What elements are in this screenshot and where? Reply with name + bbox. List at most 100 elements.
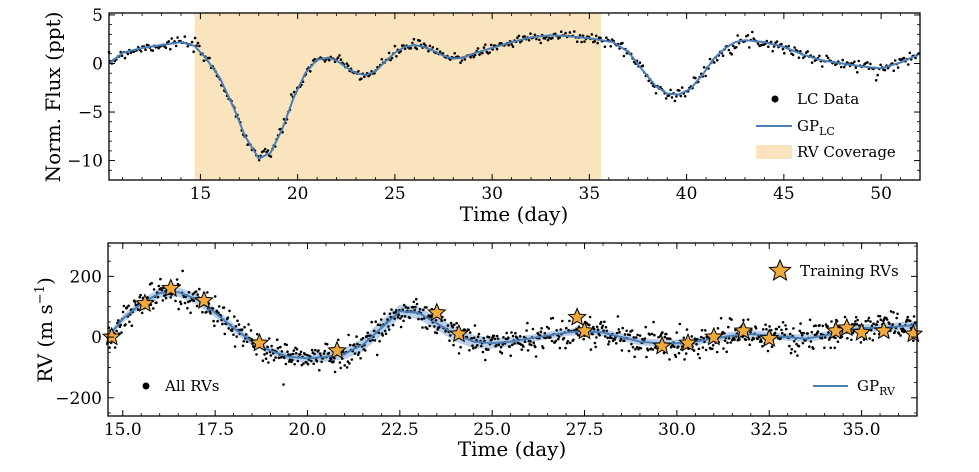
lc-data-point bbox=[478, 53, 481, 56]
rv-data-point bbox=[695, 343, 698, 346]
rv-data-point bbox=[284, 362, 288, 366]
rv-data-point bbox=[779, 337, 782, 340]
rv-data-point bbox=[372, 329, 376, 333]
rv-data-point bbox=[591, 332, 594, 336]
rv-data-point bbox=[339, 366, 343, 370]
rv-data-point bbox=[768, 325, 771, 328]
rv-data-point bbox=[329, 357, 333, 361]
rv-data-point bbox=[559, 328, 562, 331]
lc-data-point bbox=[866, 61, 869, 64]
rv-data-point bbox=[572, 338, 575, 342]
rv-data-point bbox=[496, 337, 500, 341]
rv-data-point bbox=[209, 312, 212, 315]
lc-data-point bbox=[664, 97, 668, 100]
rv-data-point bbox=[495, 334, 499, 338]
lc-data-point bbox=[908, 51, 912, 55]
rv-data-point bbox=[212, 319, 215, 323]
lc-x-tick-label: 25 bbox=[384, 184, 406, 204]
lc-data-point bbox=[583, 40, 586, 43]
rv-training-star bbox=[194, 290, 214, 309]
rv-data-point bbox=[761, 328, 765, 331]
lc-data-point bbox=[854, 66, 858, 69]
rv-data-point bbox=[387, 328, 391, 331]
rv-data-point bbox=[179, 300, 182, 304]
rv-data-point bbox=[352, 343, 356, 346]
rv-data-point bbox=[420, 317, 424, 321]
rv-data-point bbox=[269, 354, 273, 357]
lc-data-point bbox=[418, 39, 422, 42]
rv-data-point bbox=[427, 314, 431, 317]
rv-data-point bbox=[859, 341, 863, 344]
rv-data-point bbox=[451, 326, 455, 329]
rv-data-point bbox=[452, 343, 455, 347]
rv-data-point bbox=[117, 319, 120, 322]
lc-data-point bbox=[593, 40, 596, 43]
rv-data-point bbox=[606, 336, 609, 340]
rv-panel: 15.0 17.5 20.0 22.5 25.0 27.5 30.0 32.5 35.0 200… bbox=[33, 242, 924, 461]
rv-data-point bbox=[428, 324, 432, 328]
rv-data-point bbox=[276, 346, 280, 350]
rv-data-point bbox=[213, 295, 217, 298]
lc-data-point bbox=[721, 54, 725, 57]
rv-data-point bbox=[619, 337, 623, 341]
rv-data-point bbox=[374, 320, 378, 324]
rv-data-point bbox=[234, 325, 238, 328]
lc-data-point bbox=[360, 77, 363, 80]
rv-data-point bbox=[283, 356, 286, 360]
rv-training-star bbox=[678, 332, 698, 352]
rv-data-point bbox=[508, 345, 512, 348]
rv-data-point bbox=[323, 349, 327, 353]
rv-data-point bbox=[830, 320, 833, 323]
lc-data-point bbox=[476, 47, 480, 50]
rv-data-point bbox=[727, 325, 730, 329]
rv-data-point bbox=[266, 345, 269, 349]
rv-data-point bbox=[196, 293, 199, 296]
rv-data-point bbox=[913, 321, 917, 325]
rv-data-point bbox=[568, 341, 572, 345]
rv-data-point bbox=[622, 339, 626, 343]
rv-data-point bbox=[337, 338, 340, 342]
lc-data-point bbox=[680, 86, 684, 89]
rv-data-point bbox=[192, 299, 196, 303]
rv-data-point bbox=[851, 331, 855, 335]
rv-data-point bbox=[417, 317, 420, 321]
rv-data-point bbox=[510, 331, 513, 334]
rv-data-point bbox=[370, 320, 374, 324]
rv-data-point bbox=[345, 366, 349, 369]
lc-data-point bbox=[675, 95, 678, 98]
rv-data-point bbox=[872, 322, 875, 326]
rv-data-point bbox=[127, 304, 130, 308]
rv-data-point bbox=[749, 331, 752, 334]
rv-data-point bbox=[113, 346, 117, 349]
lc-data-point bbox=[771, 49, 774, 53]
rv-data-point bbox=[742, 318, 745, 322]
lc-data-point bbox=[202, 59, 206, 62]
rv-data-point bbox=[280, 350, 284, 353]
lc-data-point bbox=[422, 42, 426, 45]
rv-data-point bbox=[557, 335, 561, 338]
lc-data-point bbox=[539, 41, 543, 45]
lc-panel: 15 20 25 30 35 40 45 50 50−5−10 Time (day) Norm… bbox=[41, 6, 921, 226]
rv-data-point bbox=[864, 319, 867, 323]
rv-data-point bbox=[406, 306, 410, 310]
rv-data-point bbox=[160, 288, 164, 292]
rv-data-point bbox=[526, 321, 529, 325]
rv-data-point bbox=[155, 301, 158, 304]
lc-y-ticks: 5 0 −5 −10 bbox=[67, 6, 920, 172]
rv-data-point bbox=[448, 339, 451, 342]
rv-data-point bbox=[833, 346, 836, 350]
rv-data-point bbox=[711, 347, 714, 351]
rv-data-point bbox=[282, 383, 285, 386]
lc-data-point bbox=[192, 50, 195, 53]
rv-data-point bbox=[701, 346, 705, 349]
rv-legend-data-marker bbox=[142, 382, 150, 390]
rv-data-point bbox=[576, 334, 580, 337]
rv-data-point bbox=[373, 339, 377, 342]
rv-data-point bbox=[368, 339, 372, 343]
rv-data-point bbox=[216, 319, 219, 323]
rv-data-point bbox=[896, 312, 899, 316]
rv-data-point bbox=[497, 343, 501, 347]
rv-data-point bbox=[237, 323, 241, 326]
rv-data-point bbox=[292, 349, 296, 352]
rv-data-point bbox=[245, 340, 249, 344]
